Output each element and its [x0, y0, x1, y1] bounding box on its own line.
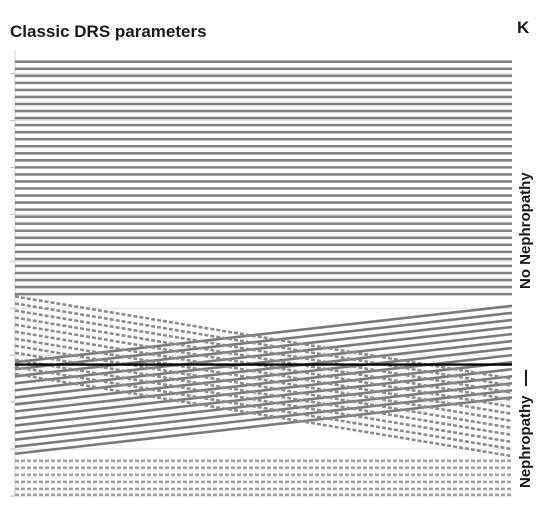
series-1-line-0 — [14, 304, 513, 364]
chart-title: Classic DRS parameters — [10, 22, 207, 41]
group-label-nephropathy: Nephropathy — [517, 395, 534, 488]
series-1-line-13 — [14, 396, 513, 456]
series-1-line-6 — [14, 346, 513, 406]
series-1-line-4 — [14, 332, 513, 392]
series-1-line-1 — [14, 311, 513, 371]
group-label-no-nephropathy: No Nephropathy — [517, 172, 534, 289]
series-1-line-8 — [14, 360, 513, 420]
panel-label: K — [517, 18, 530, 37]
series-1-line-2 — [14, 318, 513, 378]
series-1-line-12 — [14, 389, 513, 448]
series-1-line-9 — [14, 367, 513, 427]
series-1-line-5 — [14, 339, 513, 399]
series-1-line-11 — [14, 382, 513, 441]
chart-lines — [14, 60, 513, 497]
series-1-line-10 — [14, 374, 513, 434]
